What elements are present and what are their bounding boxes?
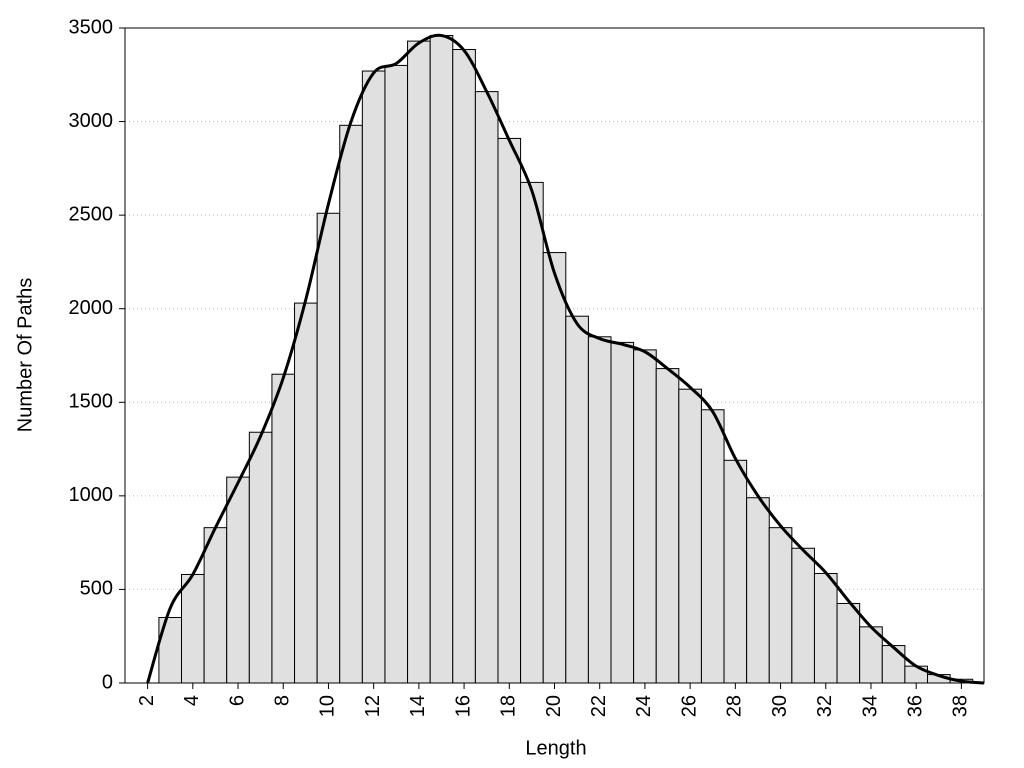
bar	[836, 602, 861, 684]
bar	[226, 476, 250, 684]
bar	[384, 64, 409, 684]
bar	[791, 547, 815, 684]
y-tick-label: 0	[102, 671, 113, 693]
bar	[474, 91, 499, 684]
x-tick-label: 4	[181, 695, 203, 706]
x-tick-label: 10	[317, 695, 339, 717]
y-axis-label: Number Of Paths	[14, 278, 36, 433]
x-tick-label: 18	[498, 695, 520, 717]
x-tick-label: 24	[633, 695, 655, 717]
x-tick-label: 16	[452, 695, 474, 717]
plot-frame	[124, 27, 985, 684]
x-tick-label: 8	[272, 695, 294, 706]
bar	[723, 459, 748, 684]
bar	[271, 373, 296, 684]
bar	[520, 181, 544, 684]
bar	[181, 573, 205, 684]
bar	[768, 527, 793, 684]
bar	[429, 34, 454, 684]
y-tick-label: 1500	[69, 391, 114, 413]
bar	[542, 252, 567, 684]
x-tick-label: 38	[950, 695, 972, 717]
x-tick-label: 12	[362, 695, 384, 717]
bar	[678, 388, 702, 684]
x-tick-label: 20	[543, 695, 565, 717]
y-tick-label: 3000	[69, 110, 114, 132]
bar	[610, 341, 635, 684]
bar	[203, 527, 228, 684]
bar	[881, 645, 906, 684]
x-tick-label: 2	[136, 695, 158, 706]
bar	[316, 212, 341, 684]
x-tick-label: 28	[724, 695, 746, 717]
bar	[746, 497, 770, 684]
bar	[813, 573, 838, 684]
x-tick-label: 32	[814, 695, 836, 717]
bar	[339, 124, 363, 684]
y-tick-label: 500	[80, 578, 113, 600]
bar	[497, 137, 522, 684]
bar	[452, 49, 476, 684]
bar	[294, 302, 318, 684]
y-tick-label: 2000	[69, 297, 114, 319]
bar	[633, 349, 657, 684]
y-tick-label: 3500	[69, 16, 114, 38]
density-curve	[146, 33, 985, 685]
y-tick-label: 1000	[69, 484, 114, 506]
x-tick-label: 14	[407, 695, 429, 717]
bar	[700, 409, 725, 684]
bar	[655, 368, 680, 684]
bar	[361, 70, 386, 684]
x-tick-label: 36	[904, 695, 926, 717]
bar	[587, 336, 612, 684]
x-tick-label: 26	[678, 695, 700, 717]
x-tick-label: 22	[588, 695, 610, 717]
bar	[407, 40, 431, 684]
bar	[248, 431, 273, 684]
bar	[565, 315, 589, 684]
x-tick-label: 6	[226, 695, 248, 706]
x-tick-label: 34	[859, 695, 881, 717]
x-axis-label: Length	[525, 737, 586, 759]
x-tick-label: 30	[769, 695, 791, 717]
y-tick-label: 2500	[69, 203, 114, 225]
